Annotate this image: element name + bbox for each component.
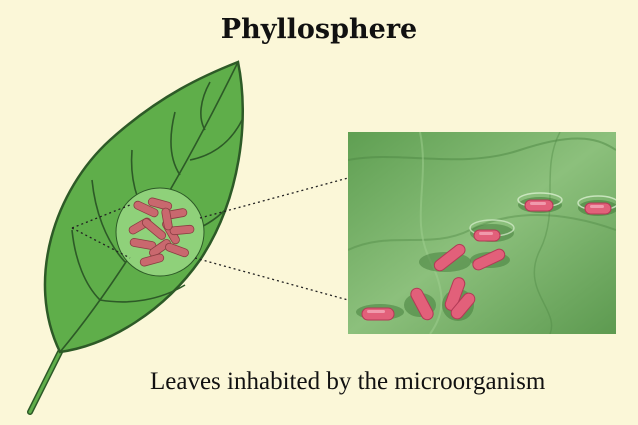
micrograph-panel	[348, 132, 618, 334]
diagram-caption: Leaves inhabited by the microorganism	[150, 368, 545, 396]
